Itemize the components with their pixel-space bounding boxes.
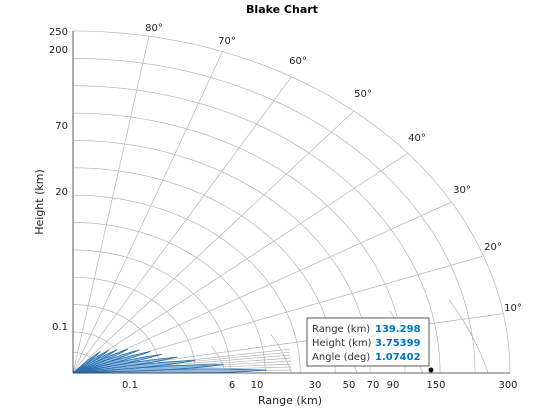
grid-angle-spoke bbox=[72, 36, 150, 374]
angle-tick-label: 10° bbox=[504, 303, 522, 314]
grid-angle-spoke bbox=[72, 152, 408, 374]
x-tick-label: 150 bbox=[426, 380, 445, 391]
datatip-value-range: 139.298 bbox=[375, 324, 421, 335]
datatip[interactable]: Range (km) 139.298 Height (km) 3.75399 A… bbox=[306, 317, 434, 373]
datatip-value-height: 3.75399 bbox=[375, 338, 421, 349]
angle-tick-label: 50° bbox=[354, 89, 372, 100]
grid-range-arc bbox=[72, 222, 266, 374]
angle-tick-label: 40° bbox=[408, 133, 426, 144]
grid-range-arc bbox=[72, 30, 511, 374]
x-tick-label: 6 bbox=[229, 380, 235, 391]
x-tick-label: 300 bbox=[498, 380, 517, 391]
datatip-marker bbox=[428, 367, 434, 373]
grid-angle-spoke bbox=[72, 201, 452, 374]
y-tick-label: 70 bbox=[55, 121, 68, 132]
datatip-box bbox=[306, 317, 430, 367]
radar-lobe bbox=[72, 351, 101, 374]
grid-range-arc bbox=[72, 85, 441, 374]
x-tick-label: 50 bbox=[343, 380, 356, 391]
y-tick-label: 250 bbox=[49, 27, 68, 38]
lobe-layer bbox=[72, 348, 267, 374]
grid-range-arc bbox=[72, 276, 196, 374]
grid-range-arc bbox=[72, 58, 476, 374]
angle-tick-label: 20° bbox=[484, 242, 502, 253]
y-tick-label: 0.1 bbox=[52, 322, 68, 333]
angle-tick-label: 30° bbox=[453, 185, 471, 196]
datatip-label-angle: Angle (deg) bbox=[312, 352, 370, 363]
x-tick-label: 30 bbox=[309, 380, 322, 391]
angle-tick-label: 80° bbox=[145, 23, 163, 34]
datatip-label-height: Height (km) bbox=[312, 338, 372, 349]
x-axis-label: Range (km) bbox=[258, 394, 322, 407]
y-tick-labels: 0.1 20 70 200 250 bbox=[49, 27, 68, 333]
chart-title: Blake Chart bbox=[246, 3, 318, 16]
x-tick-labels: 0.1 6 10 30 50 70 90 150 300 bbox=[122, 380, 518, 391]
angle-tick-labels: 10° 20° 30° 40° 50° 60° 70° 80° bbox=[145, 23, 522, 314]
x-tick-label: 10 bbox=[251, 380, 264, 391]
angle-tick-label: 70° bbox=[218, 36, 236, 47]
datatip-label-range: Range (km) bbox=[312, 324, 370, 335]
grid-layer bbox=[72, 30, 511, 374]
grid-range-arc bbox=[72, 194, 301, 374]
x-tick-label: 0.1 bbox=[122, 380, 138, 391]
y-tick-label: 200 bbox=[49, 45, 68, 56]
y-axis-label: Height (km) bbox=[33, 169, 46, 235]
grid-angle-spoke bbox=[72, 110, 355, 374]
grid-height-curve bbox=[448, 299, 489, 374]
grid-angle-spoke bbox=[72, 51, 223, 374]
axis-layer bbox=[72, 31, 510, 374]
grid-angle-spoke bbox=[72, 76, 292, 374]
x-tick-label: 90 bbox=[387, 380, 400, 391]
y-tick-label: 20 bbox=[55, 187, 68, 198]
angle-tick-label: 60° bbox=[289, 56, 307, 67]
x-tick-label: 70 bbox=[367, 380, 380, 391]
grid-range-arc bbox=[72, 249, 231, 374]
grid-range-arc bbox=[72, 140, 371, 374]
grid-range-arc bbox=[72, 112, 406, 374]
datatip-value-angle: 1.07402 bbox=[375, 352, 421, 363]
